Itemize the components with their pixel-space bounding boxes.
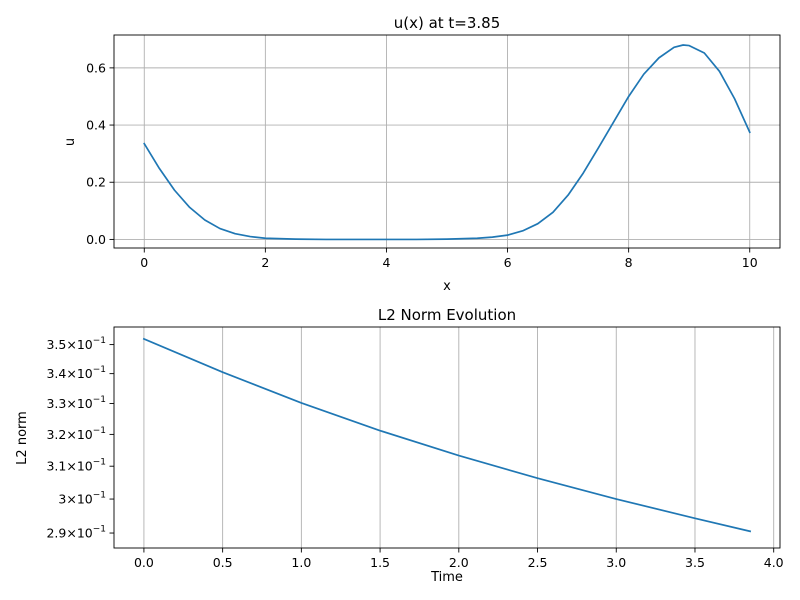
bottom-x-tick-label: 1.0: [291, 555, 311, 570]
top-x-tick-label: 6: [504, 255, 512, 270]
bottom-y-tick-label: 2.9×10−1: [46, 525, 106, 541]
tick-base: 10: [77, 492, 93, 507]
bottom-x-ticks: 0.0 0.5 1.0 1.5 2.0 2.5 3.0 3.5 4.0: [134, 548, 784, 570]
tick-times-sign: ×: [66, 492, 76, 507]
tick-mantissa: 3.4: [46, 366, 66, 381]
tick-exponent: −1: [93, 491, 106, 501]
top-y-tick-label: 0.6: [86, 60, 106, 75]
bottom-subplot: 0.0 0.5 1.0 1.5 2.0 2.5 3.0 3.5 4.0 2.9×10−13×10…: [15, 306, 784, 585]
tick-base: 10: [77, 427, 93, 442]
tick-times-sign: ×: [66, 427, 76, 442]
top-y-axis-label: u: [63, 138, 78, 146]
bottom-x-tick-label: 4.0: [764, 555, 784, 570]
bottom-x-tick-label: 1.5: [370, 555, 390, 570]
top-x-tick-label: 4: [382, 255, 390, 270]
tick-mantissa: 3.3: [46, 396, 66, 411]
tick-mantissa: 3.5: [46, 337, 66, 352]
bottom-y-tick-label: 3.3×10−1: [46, 395, 106, 411]
tick-base: 10: [77, 526, 93, 541]
top-axes-frame: [113, 34, 781, 249]
tick-base: 10: [77, 459, 93, 474]
bottom-y-ticks: 2.9×10−13×10−13.1×10−13.2×10−13.3×10−13.…: [46, 336, 114, 541]
tick-mantissa: 3: [58, 492, 66, 507]
top-x-tick-label: 10: [742, 255, 758, 270]
bottom-y-tick-label: 3.2×10−1: [46, 426, 106, 442]
tick-exponent: −1: [93, 525, 106, 535]
top-y-tick-label: 0.0: [86, 232, 106, 247]
tick-exponent: −1: [93, 395, 106, 405]
top-y-tick-label: 0.4: [86, 118, 106, 133]
bottom-grid: [143, 327, 775, 548]
bottom-y-tick-label: 3×10−1: [58, 491, 106, 507]
top-subplot: 0 2 4 6 8 10 0.0 0.2 0.4 0.6 u(x) at t=3.85 x u: [63, 14, 781, 294]
bottom-x-tick-label: 0.5: [213, 555, 233, 570]
top-x-ticks: 0 2 4 6 8 10: [140, 248, 758, 270]
bottom-x-tick-label: 2.5: [528, 555, 548, 570]
bottom-series-line: [142, 337, 752, 533]
tick-times-sign: ×: [66, 526, 76, 541]
top-x-tick-label: 2: [261, 255, 269, 270]
top-chart-title: u(x) at t=3.85: [394, 14, 501, 32]
top-x-axis-label: x: [443, 279, 451, 294]
bottom-x-axis-label: Time: [430, 570, 463, 585]
top-y-ticks: 0.0 0.2 0.4 0.6: [86, 60, 114, 247]
bottom-y-tick-label: 3.1×10−1: [46, 458, 106, 474]
tick-mantissa: 3.2: [46, 427, 66, 442]
tick-exponent: −1: [93, 426, 106, 436]
tick-times-sign: ×: [66, 459, 76, 474]
tick-times-sign: ×: [66, 337, 76, 352]
tick-exponent: −1: [93, 336, 106, 346]
tick-times-sign: ×: [66, 366, 76, 381]
tick-exponent: −1: [93, 458, 106, 468]
tick-exponent: −1: [93, 365, 106, 375]
bottom-y-tick-label: 3.5×10−1: [46, 336, 106, 352]
top-x-tick-label: 8: [625, 255, 633, 270]
tick-times-sign: ×: [66, 396, 76, 411]
bottom-x-tick-label: 3.0: [606, 555, 626, 570]
tick-mantissa: 3.1: [46, 459, 66, 474]
bottom-chart-title: L2 Norm Evolution: [378, 306, 516, 324]
tick-base: 10: [77, 396, 93, 411]
tick-base: 10: [77, 337, 93, 352]
tick-mantissa: 2.9: [46, 526, 66, 541]
top-series-line: [143, 44, 751, 241]
bottom-axes-frame: [113, 326, 781, 549]
bottom-x-tick-label: 0.0: [134, 555, 154, 570]
bottom-x-tick-label: 2.0: [449, 555, 469, 570]
bottom-x-tick-label: 3.5: [685, 555, 705, 570]
bottom-y-tick-label: 3.4×10−1: [46, 365, 106, 381]
bottom-y-axis-label: L2 norm: [15, 411, 30, 465]
top-x-tick-label: 0: [140, 255, 148, 270]
tick-base: 10: [77, 366, 93, 381]
top-y-tick-label: 0.2: [86, 175, 106, 190]
